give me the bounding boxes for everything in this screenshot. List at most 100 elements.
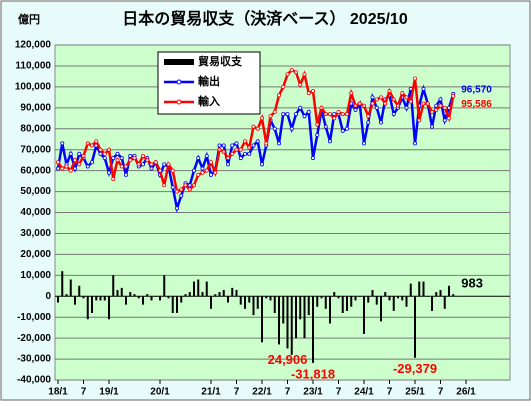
bar (159, 296, 161, 301)
bar (418, 281, 421, 297)
bar (299, 296, 302, 320)
marker (174, 206, 179, 211)
marker (327, 139, 332, 144)
marker (378, 95, 383, 100)
marker (234, 141, 239, 146)
marker (170, 168, 175, 173)
bar (443, 296, 446, 309)
bar (184, 294, 187, 297)
marker (73, 158, 78, 163)
marker (404, 105, 409, 110)
x-tick-label: 7 (234, 387, 240, 398)
y-tick-label: 80,000 (20, 123, 51, 134)
x-tick-label: 7 (336, 387, 342, 398)
marker (289, 68, 294, 73)
bar (358, 296, 361, 297)
bar (137, 296, 140, 299)
marker (268, 114, 273, 119)
marker (366, 120, 371, 125)
bar (188, 292, 191, 297)
bar (392, 296, 395, 311)
marker (200, 170, 205, 175)
bar (371, 289, 374, 297)
data-label: -29,379 (393, 361, 437, 376)
marker (204, 168, 209, 173)
marker (217, 143, 222, 148)
marker (293, 112, 298, 117)
marker (191, 168, 196, 173)
marker (191, 183, 196, 188)
bar (176, 296, 178, 313)
marker (404, 95, 409, 100)
marker (85, 164, 90, 169)
bar (329, 296, 331, 324)
y-tick-label: 30,000 (20, 228, 51, 239)
marker (289, 126, 294, 131)
marker (124, 172, 129, 177)
marker (111, 156, 116, 161)
marker (446, 116, 451, 121)
bar (78, 285, 81, 297)
marker (349, 91, 354, 96)
legend-label: 貿易収支 (198, 54, 243, 68)
marker (166, 162, 171, 167)
marker (408, 99, 413, 104)
marker (102, 151, 107, 156)
bar (201, 292, 204, 297)
bar (112, 275, 115, 297)
marker (85, 141, 90, 146)
marker (438, 103, 443, 108)
bar (388, 296, 391, 301)
bar (180, 296, 183, 303)
marker (412, 141, 417, 146)
marker (162, 162, 167, 167)
y-tick-label: 40,000 (20, 207, 51, 218)
y-tick-label: 20,000 (20, 249, 51, 260)
legend-marker (176, 99, 182, 105)
marker (251, 124, 256, 129)
data-label: 96,570 (461, 85, 492, 96)
marker (310, 156, 315, 161)
marker (187, 187, 192, 192)
bar (103, 296, 106, 301)
bar (252, 296, 255, 316)
bar (120, 287, 123, 297)
bar (116, 289, 119, 297)
bar (324, 296, 327, 309)
bar (133, 294, 136, 297)
bar (290, 296, 293, 355)
marker (64, 164, 69, 169)
bar (312, 296, 314, 363)
bar (337, 296, 340, 299)
marker (255, 126, 260, 131)
marker (111, 176, 116, 181)
marker (73, 166, 78, 171)
marker (340, 112, 345, 117)
chart-title: 日本の貿易収支（決済ベース） 2025/10 (122, 9, 408, 28)
marker (438, 97, 443, 102)
y-tick-label: 110,000 (15, 61, 51, 72)
bar (256, 296, 259, 309)
bar (129, 292, 132, 297)
marker (361, 103, 366, 108)
y-tick-label: -20,000 (17, 333, 51, 344)
y-tick-label: 100,000 (15, 82, 52, 93)
bar (171, 296, 174, 313)
marker (242, 139, 247, 144)
x-tick-label: 24/1 (354, 387, 374, 398)
bar (367, 296, 370, 303)
marker (174, 189, 179, 194)
bar (65, 294, 68, 297)
bar (346, 296, 348, 311)
marker (400, 91, 405, 96)
bar (375, 296, 378, 305)
marker (353, 107, 358, 112)
bar (435, 292, 438, 297)
marker (77, 162, 82, 167)
y-tick-label: 60,000 (20, 165, 51, 176)
marker (336, 110, 341, 115)
y-tick-label: 10,000 (20, 270, 51, 281)
y-tick-label: 120,000 (15, 40, 52, 51)
marker (357, 101, 362, 106)
bar (397, 296, 399, 299)
